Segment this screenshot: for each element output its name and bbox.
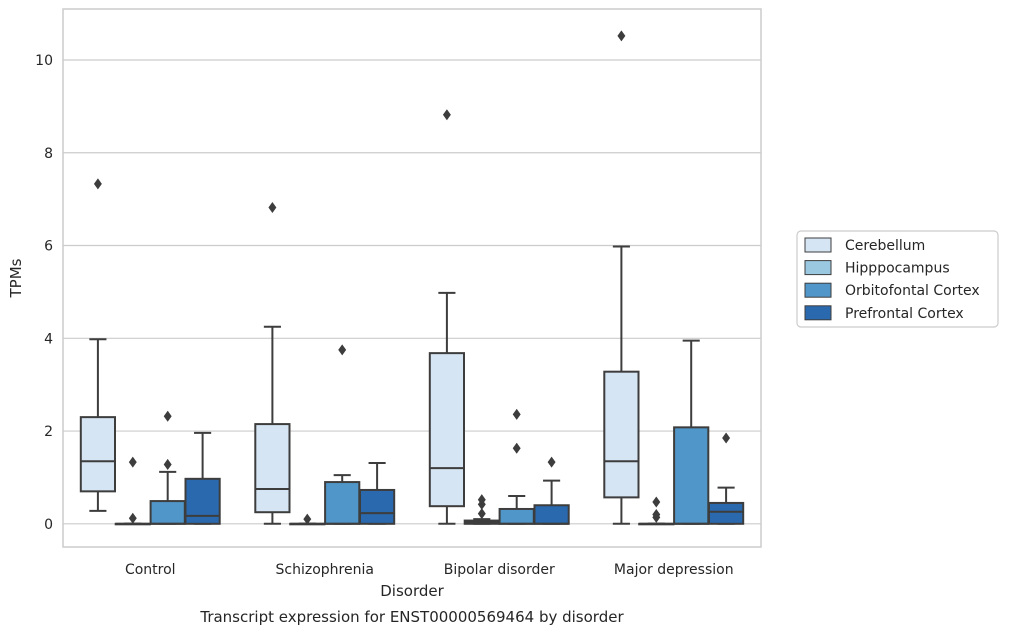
box-group xyxy=(289,513,326,526)
legend-swatch xyxy=(804,260,832,276)
box-groups xyxy=(79,30,745,526)
y-axis-ticks: 0 2 4 6 8 10 xyxy=(35,53,53,533)
outlier-point xyxy=(128,512,137,524)
legend-label: Prefrontal Cortex xyxy=(845,306,964,322)
y-tick-label: 8 xyxy=(44,146,53,162)
box-group xyxy=(358,462,396,525)
legend-label: Cerebellum xyxy=(845,238,925,254)
box-group xyxy=(603,30,640,525)
box-iqr xyxy=(498,507,535,525)
box-iqr xyxy=(673,426,710,525)
outlier-point xyxy=(338,344,347,356)
box-iqr xyxy=(358,488,396,525)
box-group xyxy=(254,201,291,525)
box-iqr xyxy=(428,352,466,508)
x-tick-label: Major depression xyxy=(614,562,734,578)
y-tick-label: 6 xyxy=(44,239,53,255)
x-axis-label: Disorder xyxy=(380,582,444,600)
box-iqr xyxy=(254,423,291,514)
box-group xyxy=(533,456,570,525)
y-tick-label: 4 xyxy=(44,331,53,347)
outlier-point xyxy=(652,496,661,508)
box-group xyxy=(638,496,675,526)
plot-area-frame xyxy=(62,8,762,548)
outlier-point xyxy=(128,456,137,468)
box-group xyxy=(673,339,710,525)
outlier-point xyxy=(477,508,486,520)
legend-swatch xyxy=(804,305,832,321)
outlier-point xyxy=(163,458,172,470)
outlier-point xyxy=(722,432,731,444)
box-iqr xyxy=(184,477,221,525)
box-iqr xyxy=(533,504,570,525)
box-iqr xyxy=(324,481,361,525)
legend-label: Orbitofontal Cortex xyxy=(845,283,980,299)
box-group xyxy=(184,431,221,525)
x-tick-label: Schizophrenia xyxy=(276,562,374,578)
y-tick-label: 2 xyxy=(44,424,53,440)
box-group xyxy=(149,410,186,525)
legend: Cerebellum Hipppocampus Orbitofontal Corte… xyxy=(796,230,999,328)
outlier-point xyxy=(617,30,626,42)
outlier-point xyxy=(512,408,521,420)
outlier-point xyxy=(477,494,486,506)
x-tick-label: Control xyxy=(125,562,176,578)
box-iqr xyxy=(603,370,640,499)
legend-frame xyxy=(796,230,999,328)
box-iqr xyxy=(149,500,186,525)
box-group xyxy=(79,178,117,512)
box-iqr xyxy=(79,416,117,493)
outlier-point xyxy=(512,442,521,454)
y-tick-label: 10 xyxy=(35,53,53,69)
box-group xyxy=(428,109,466,525)
outlier-point xyxy=(303,513,312,525)
box-group xyxy=(324,344,361,525)
box-group xyxy=(463,494,500,525)
y-tick-label: 0 xyxy=(44,517,53,533)
gridlines xyxy=(63,59,761,525)
outlier-point xyxy=(163,410,172,422)
outlier-point xyxy=(442,109,451,121)
x-axis-ticks: Control Schizophrenia Bipolar disorder Majo… xyxy=(125,562,734,578)
box-group xyxy=(498,408,535,525)
legend-swatch xyxy=(804,237,832,253)
box-group xyxy=(707,432,745,525)
outlier-point xyxy=(547,456,556,468)
legend-swatch xyxy=(804,282,832,298)
outlier-point xyxy=(652,509,661,521)
y-axis-label: TPMs xyxy=(7,258,25,298)
chart-caption: Transcript expression for ENST0000056946… xyxy=(199,608,624,626)
outlier-point xyxy=(268,201,277,214)
outlier-point xyxy=(93,178,102,190)
box-group xyxy=(114,456,151,526)
legend-label: Hipppocampus xyxy=(845,261,950,277)
box-iqr xyxy=(707,501,745,525)
x-tick-label: Bipolar disorder xyxy=(444,562,555,578)
